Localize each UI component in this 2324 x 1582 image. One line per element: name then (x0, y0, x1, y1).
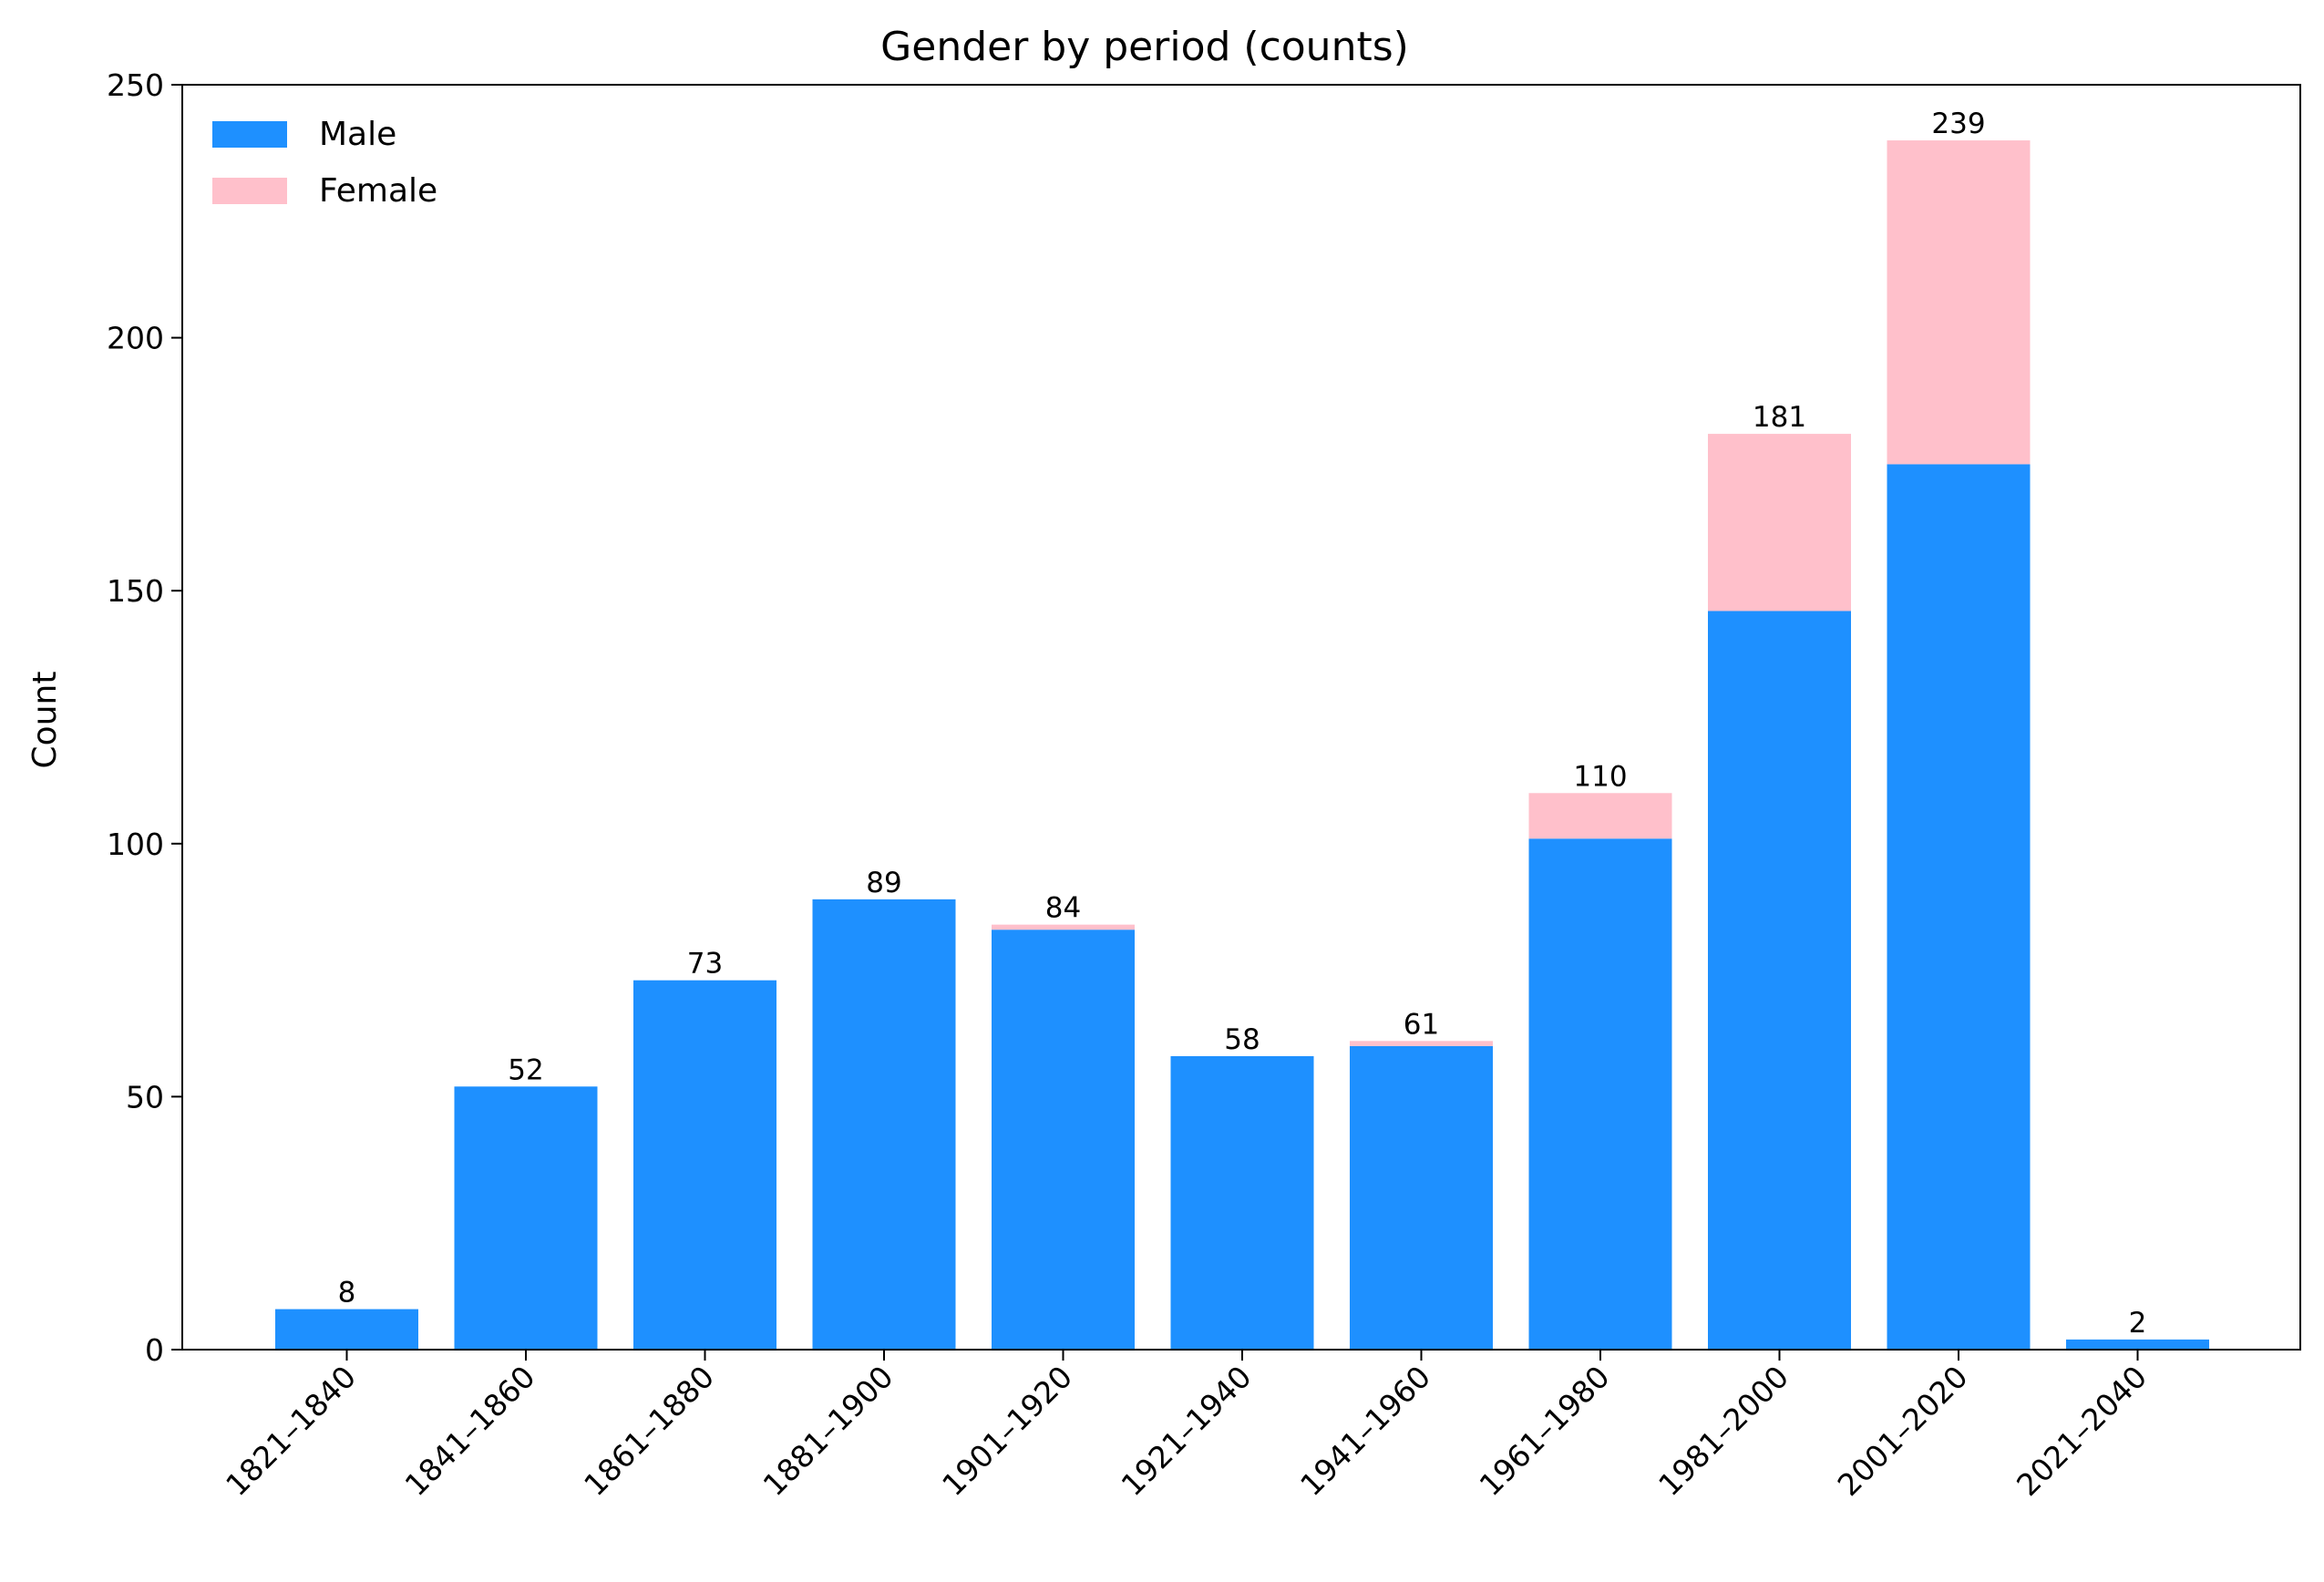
bar-male-3 (812, 899, 956, 1350)
bar-male-0 (275, 1309, 418, 1350)
plot-area: 8 52 73 89 84 58 61 110 181 239 2 0 50 100 150 200 250 18… (107, 67, 2301, 1503)
y-axis-label: Count (26, 672, 64, 769)
x-tick-label-0: 1821–1840 (219, 1359, 363, 1503)
data-label-6: 61 (1404, 1008, 1439, 1041)
bar-female-4 (992, 924, 1135, 930)
bar-male-8 (1708, 611, 1851, 1350)
x-tick-label-2: 1861–1880 (577, 1359, 721, 1503)
y-tick-label-4: 200 (107, 321, 164, 356)
data-label-8: 181 (1753, 401, 1806, 434)
x-tick-label-5: 1921–1940 (1115, 1359, 1259, 1503)
bar-male-4 (992, 930, 1135, 1350)
x-tick-label-10: 2021–2040 (2010, 1359, 2154, 1503)
data-label-5: 58 (1224, 1023, 1260, 1056)
data-label-7: 110 (1573, 760, 1627, 793)
bar-male-5 (1170, 1055, 1314, 1350)
bar-male-10 (2066, 1339, 2209, 1350)
x-tick-label-3: 1881–1900 (756, 1359, 900, 1503)
y-tick-label-2: 100 (107, 827, 164, 862)
bar-female-8 (1708, 434, 1851, 611)
legend-label-male: Male (319, 116, 396, 153)
x-tick-label-9: 2001–2020 (1831, 1359, 1975, 1503)
data-label-9: 239 (1931, 108, 1985, 140)
y-tick-label-3: 150 (107, 573, 164, 609)
y-tick-label-1: 50 (126, 1079, 164, 1115)
data-label-2: 73 (687, 948, 723, 981)
bar-male-9 (1887, 464, 2031, 1350)
y-tick-label-0: 0 (145, 1332, 164, 1368)
data-label-4: 84 (1045, 892, 1081, 925)
data-label-10: 2 (2129, 1307, 2147, 1340)
bar-female-6 (1350, 1041, 1493, 1046)
legend-label-female: Female (319, 172, 437, 210)
x-tick-label-6: 1941–1960 (1293, 1359, 1437, 1503)
legend-swatch-female (212, 178, 287, 204)
legend: Male Female (212, 116, 437, 210)
x-tick-label-1: 1841–1860 (398, 1359, 542, 1503)
x-tick-label-7: 1961–1980 (1473, 1359, 1617, 1503)
data-label-0: 8 (338, 1277, 356, 1310)
chart-title: Gender by period (counts) (880, 24, 1409, 70)
bar-female-7 (1528, 793, 1672, 839)
bar-female-9 (1887, 140, 2031, 465)
bar-male-2 (633, 980, 776, 1350)
data-label-1: 52 (508, 1053, 543, 1086)
x-tick-label-4: 1901–1920 (935, 1359, 1079, 1503)
bar-male-1 (454, 1086, 598, 1350)
legend-swatch-male (212, 121, 287, 148)
x-tick-label-8: 1981–2000 (1651, 1359, 1795, 1503)
data-label-3: 89 (866, 867, 901, 899)
y-tick-label-5: 250 (107, 67, 164, 103)
bar-male-7 (1528, 838, 1672, 1350)
bar-male-6 (1350, 1045, 1493, 1350)
